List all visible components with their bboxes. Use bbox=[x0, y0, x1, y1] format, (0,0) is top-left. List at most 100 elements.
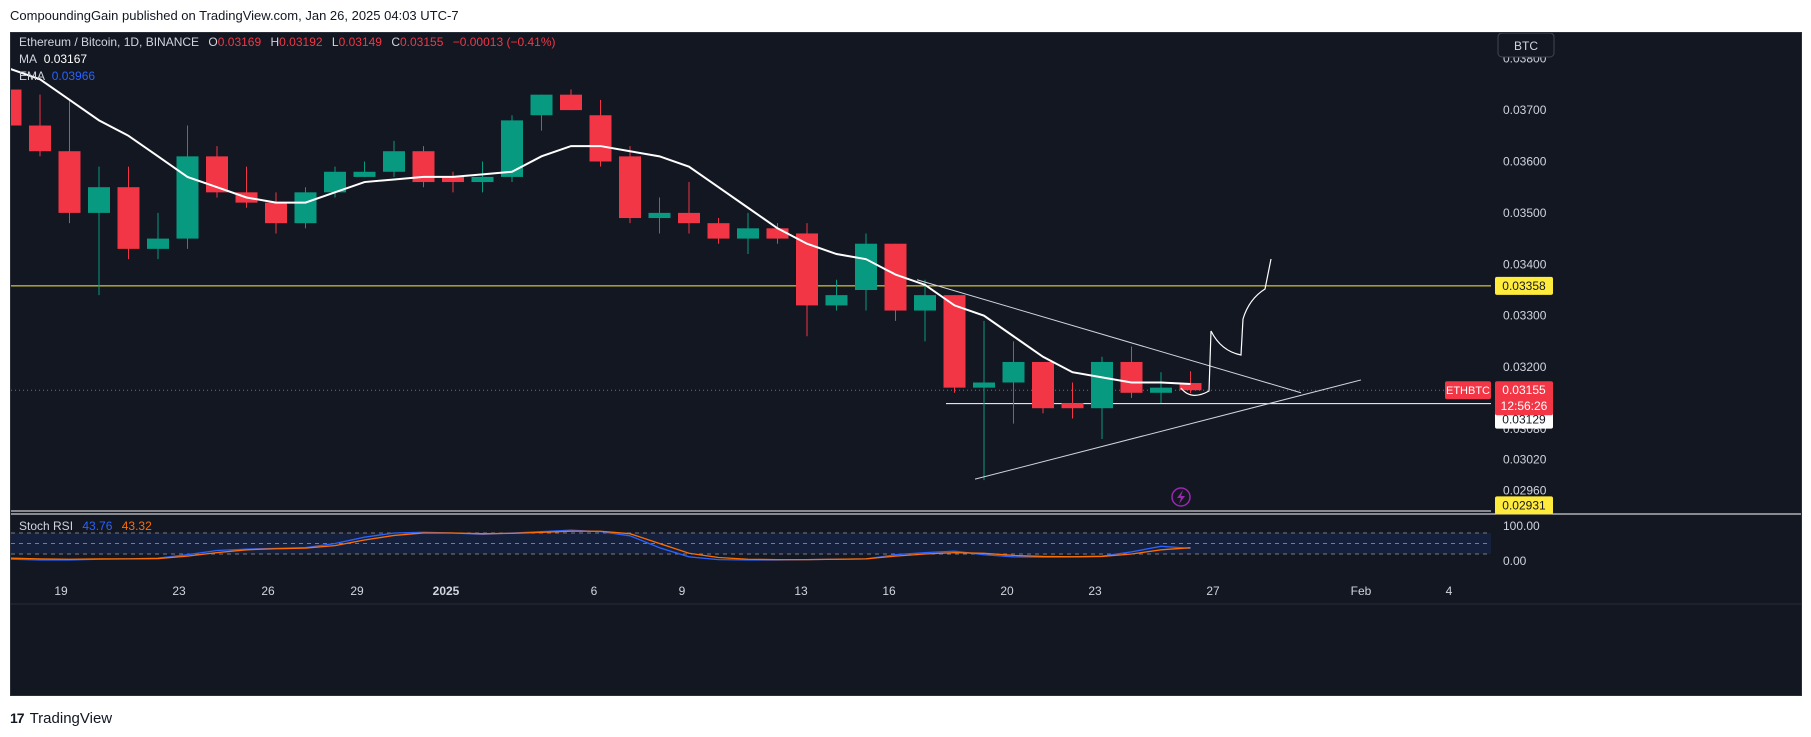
candle bbox=[294, 187, 317, 229]
candle-body bbox=[1150, 387, 1172, 393]
legend-line: Ethereum / Bitcoin, 1D, BINANCE O0.03169… bbox=[19, 35, 555, 49]
legend-ma-value: 0.03167 bbox=[44, 52, 88, 66]
candle bbox=[796, 223, 818, 337]
ticker-badge-bg bbox=[1445, 381, 1491, 400]
candle bbox=[265, 192, 287, 234]
price-chart[interactable]: 0.038000.037000.036000.035000.034000.033… bbox=[0, 32, 1801, 695]
legend-h-label: H bbox=[271, 35, 280, 49]
legend-ema-label: EMA bbox=[19, 69, 45, 83]
candle-body bbox=[943, 295, 966, 388]
candle-body bbox=[619, 156, 641, 219]
candle-body bbox=[707, 223, 730, 239]
candle bbox=[1002, 341, 1025, 424]
triangle-upper-line bbox=[916, 279, 1302, 394]
legend-h-value: 0.03192 bbox=[279, 35, 323, 49]
candle-body bbox=[825, 295, 848, 306]
candle-body bbox=[560, 94, 582, 111]
candle bbox=[943, 295, 966, 393]
candle bbox=[737, 212, 759, 255]
x-tick-label: 19 bbox=[54, 584, 68, 598]
candle bbox=[766, 223, 789, 244]
candle-body bbox=[648, 212, 671, 219]
publish-line: CompoundingGain published on TradingView… bbox=[10, 8, 459, 23]
legend-ema-value: 0.03966 bbox=[52, 69, 96, 83]
candle bbox=[147, 212, 169, 260]
legend-c-label: C bbox=[391, 35, 400, 49]
candle-body bbox=[1091, 361, 1113, 409]
candle-body bbox=[796, 233, 818, 306]
candle-body bbox=[88, 187, 110, 213]
candle bbox=[589, 99, 612, 167]
candle-body bbox=[737, 228, 759, 239]
candle-body bbox=[353, 171, 376, 177]
candle-body bbox=[176, 156, 199, 239]
legend-change: −0.00013 (−0.41%) bbox=[453, 35, 556, 49]
x-tick-label: 2025 bbox=[433, 584, 460, 598]
currency-button[interactable] bbox=[1497, 32, 1555, 58]
stoch-d-value: 43.32 bbox=[122, 519, 152, 533]
candle-body bbox=[855, 243, 877, 290]
candle bbox=[1150, 372, 1172, 404]
candle-body bbox=[58, 151, 81, 213]
candle-body bbox=[1120, 361, 1143, 393]
candle-body bbox=[29, 125, 51, 152]
candle bbox=[353, 161, 376, 177]
chart-frame[interactable]: 0.03800 0.03700 0.03600 0.03500 0.03400 0.033… bbox=[0, 32, 1802, 696]
candle bbox=[412, 146, 435, 188]
triangle-lower-line bbox=[974, 379, 1362, 480]
candle bbox=[914, 279, 936, 342]
ticker-badge: ETHBTC bbox=[1446, 385, 1490, 397]
tradingview-logo-icon: 17 bbox=[10, 710, 25, 726]
candle-body bbox=[1002, 361, 1025, 383]
y-tick-label: 0.03700 bbox=[1503, 103, 1547, 117]
last-price-badge: 0.03155 bbox=[1502, 383, 1546, 397]
lightning-icon[interactable] bbox=[1171, 487, 1191, 507]
publish-bar: CompoundingGain published on TradingView… bbox=[0, 0, 1811, 32]
y-tick-label: 0.03400 bbox=[1503, 257, 1547, 271]
stoch-legend[interactable]: Stoch RSI 43.76 43.32 bbox=[19, 519, 152, 533]
footer-brand: TradingView bbox=[29, 709, 113, 727]
candle-body bbox=[884, 243, 907, 311]
candle-body bbox=[383, 151, 405, 172]
candle bbox=[560, 89, 582, 111]
candle-body bbox=[678, 212, 700, 224]
support-badge: 0.03129 bbox=[1502, 413, 1546, 427]
x-tick-label: 6 bbox=[591, 584, 598, 598]
candle bbox=[117, 166, 140, 260]
y-tick-label: 0.03200 bbox=[1503, 360, 1547, 374]
candle-body bbox=[147, 238, 169, 249]
candle-body bbox=[0, 89, 22, 126]
candle-body bbox=[766, 228, 789, 239]
resistance-badge: 0.03358 bbox=[1502, 279, 1546, 293]
candle bbox=[1179, 371, 1202, 394]
legend-o-label: O bbox=[208, 35, 217, 49]
x-tick-label: 27 bbox=[1206, 584, 1220, 598]
legend-l-value: 0.03149 bbox=[339, 35, 383, 49]
candle bbox=[1091, 356, 1113, 440]
candle-body bbox=[294, 192, 317, 224]
candle bbox=[1120, 346, 1143, 398]
y-tick-label: 0.03020 bbox=[1503, 453, 1547, 467]
candle-body bbox=[589, 115, 612, 162]
bottom-badge: 0.02931 bbox=[1502, 498, 1546, 512]
legend-ema[interactable]: EMA 0.03966 bbox=[19, 69, 95, 83]
candle bbox=[88, 166, 110, 296]
x-tick-label: 13 bbox=[794, 584, 808, 598]
candle bbox=[29, 94, 51, 157]
candle-body bbox=[324, 171, 346, 193]
candle bbox=[383, 140, 405, 177]
candle bbox=[973, 320, 995, 481]
candle bbox=[471, 161, 494, 193]
candle bbox=[235, 166, 258, 208]
candle bbox=[825, 279, 848, 311]
candle-body bbox=[471, 176, 494, 183]
candle bbox=[707, 218, 730, 244]
candle bbox=[855, 233, 877, 311]
legend-l-label: L bbox=[332, 35, 339, 49]
candle-body bbox=[265, 202, 287, 224]
legend-c-value: 0.03155 bbox=[400, 35, 444, 49]
legend-o-value: 0.03169 bbox=[218, 35, 262, 49]
candle-body bbox=[442, 176, 464, 183]
candle bbox=[678, 182, 700, 234]
legend-ma[interactable]: MA 0.03167 bbox=[19, 52, 87, 66]
